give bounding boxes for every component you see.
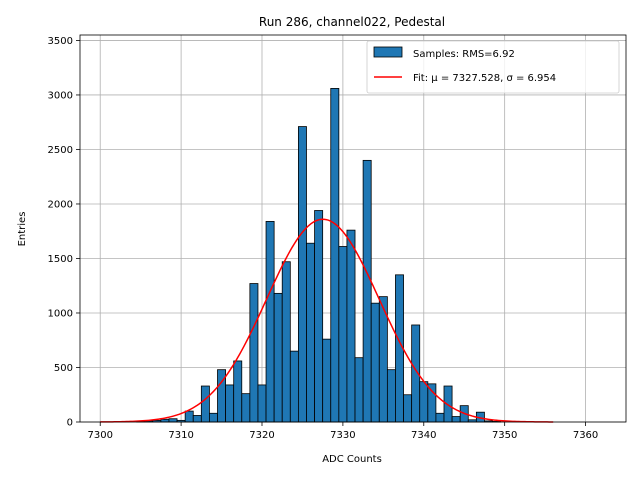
x-tick-label: 7330: [330, 430, 355, 441]
histogram-bar: [435, 412, 445, 423]
histogram-bar: [419, 381, 429, 423]
y-tick-label: 0: [67, 418, 73, 429]
histogram-bar: [160, 418, 170, 423]
histogram-bar: [209, 412, 218, 423]
histogram-bar: [257, 384, 267, 423]
histogram-bar: [346, 229, 356, 423]
histogram-bar: [241, 393, 251, 423]
histogram-bar: [306, 242, 315, 423]
histogram-bar: [281, 261, 291, 423]
legend-label-fit: Fit: μ = 7327.528, σ = 6.954: [413, 73, 556, 84]
legend: Samples: RMS=6.92 Fit: μ = 7327.528, σ =…: [366, 40, 620, 94]
y-tick-label: 2500: [48, 145, 73, 156]
x-axis-label: ADC Counts: [322, 454, 382, 465]
legend-label-samples: Samples: RMS=6.92: [413, 49, 515, 60]
y-tick-label: 3000: [48, 90, 73, 101]
fit-line: [100, 218, 554, 423]
y-tick-label: 1000: [48, 308, 73, 319]
legend-swatch-samples: [373, 46, 403, 58]
histogram-bar: [168, 418, 178, 423]
y-tick-label: 3500: [48, 36, 73, 47]
x-tick-label: 7340: [411, 430, 436, 441]
histogram-bar: [354, 357, 364, 423]
grid: [80, 35, 626, 423]
histogram-bar: [443, 385, 453, 423]
histogram-bar: [386, 369, 396, 423]
histogram-bar: [297, 126, 307, 423]
histogram-bar: [338, 246, 348, 423]
histogram-bar: [427, 383, 437, 423]
histogram-bar: [289, 350, 299, 423]
chart-title: Run 286, channel022, Pedestal: [259, 15, 445, 29]
histogram-bar: [200, 385, 210, 423]
histogram-bar: [225, 384, 235, 423]
x-tick-label: 7310: [168, 430, 193, 441]
x-tick-label: 7320: [249, 430, 274, 441]
histogram-bar: [451, 416, 461, 423]
y-axis-ticks: 0 500 1000 1500 2000 2500 3000 3500: [48, 36, 80, 429]
y-tick-label: 1500: [48, 254, 73, 265]
y-tick-label: 500: [54, 363, 73, 374]
y-tick-label: 2000: [48, 199, 73, 210]
legend-box: [366, 40, 620, 94]
histogram-bar: [192, 415, 202, 423]
histogram-bar: [233, 360, 243, 423]
histogram-bar: [184, 410, 194, 423]
y-axis-label: Entries: [17, 212, 28, 247]
histogram-bar: [403, 394, 413, 423]
histogram-bar: [322, 338, 332, 423]
histogram-bars: [136, 88, 502, 423]
histogram-bar: [362, 159, 372, 423]
x-axis-ticks: 7300 7310 7320 7330 7340 7350 7360: [87, 422, 598, 441]
x-tick-label: 7360: [573, 430, 598, 441]
histogram-bar: [273, 292, 283, 423]
x-tick-label: 7350: [492, 430, 517, 441]
histogram-bar: [330, 88, 340, 423]
histogram-bar: [314, 210, 324, 423]
x-tick-label: 7300: [87, 430, 112, 441]
plot-frame: [79, 34, 627, 423]
histogram-bar: [249, 283, 259, 423]
histogram-bar: [370, 302, 380, 423]
fit-curve: [100, 218, 554, 423]
histogram-bar: [265, 221, 275, 423]
